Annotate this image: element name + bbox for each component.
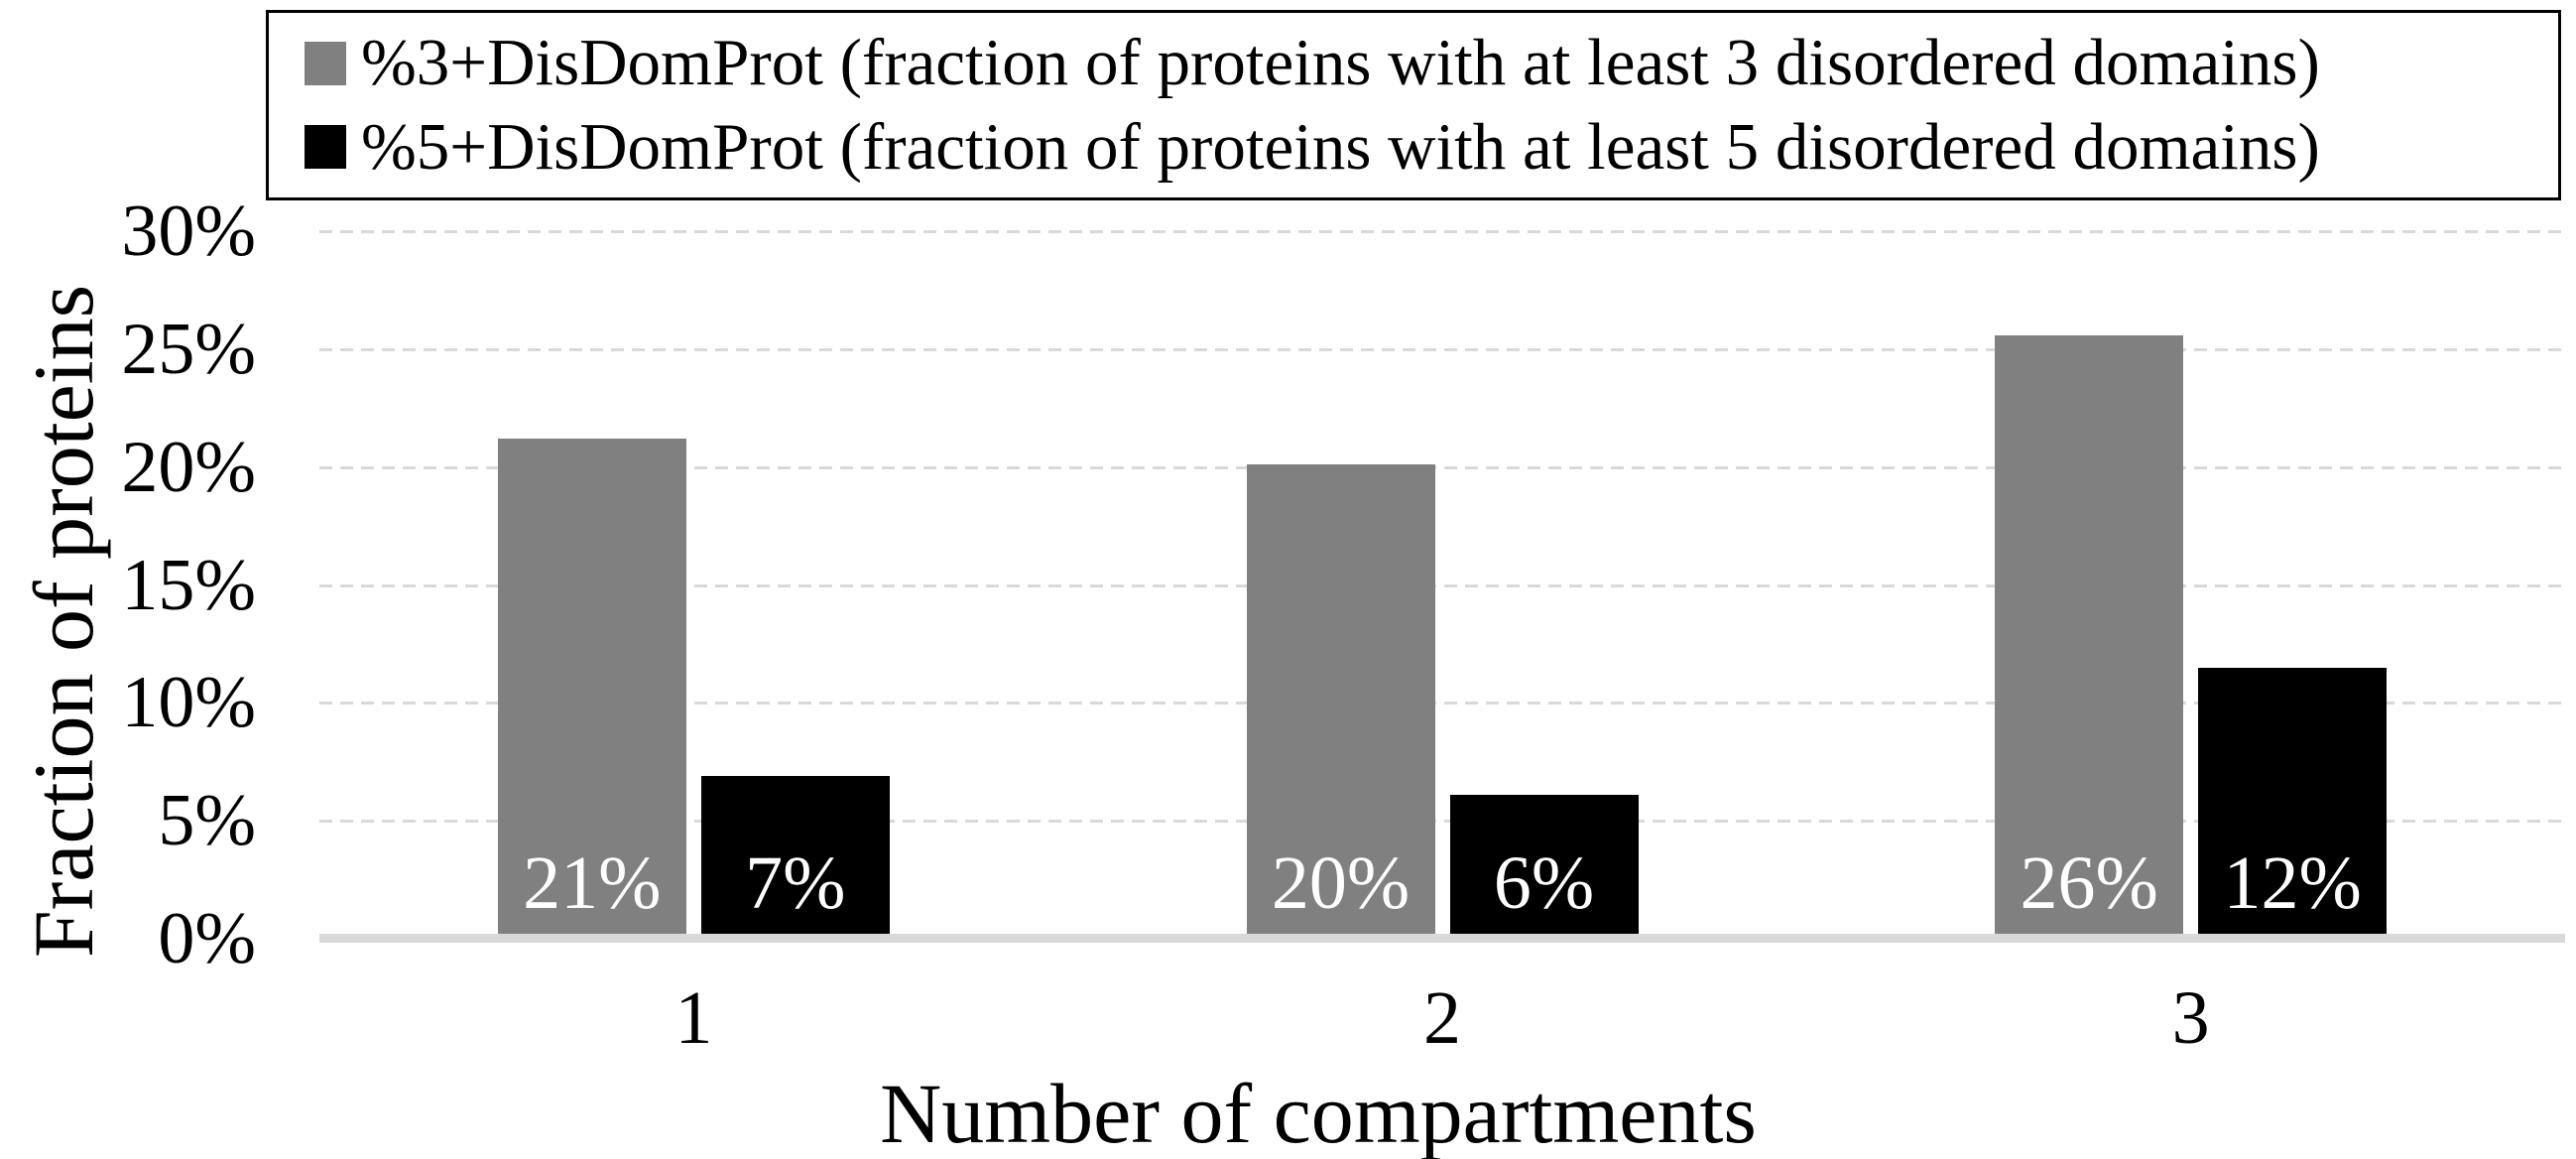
bar-3plus-compartments-2: 20% — [1246, 464, 1435, 939]
legend-label-3plus: %3+DisDomProt (fraction of proteins with… — [361, 26, 2320, 100]
bar-3plus-compartments-3: 26% — [1995, 335, 2184, 939]
legend-item-5plus-disdomprot: %5+DisDomProt (fraction of proteins with… — [305, 109, 2558, 184]
gridline-30 — [319, 230, 2565, 233]
bar-value-label: 12% — [2223, 841, 2362, 925]
bar-5plus-compartments-2: 6% — [1449, 795, 1639, 939]
plot-area: 21% 7% 20% 6% 26% 12% — [319, 230, 2565, 943]
bar-3plus-compartments-1: 21% — [497, 439, 686, 939]
gridline-15 — [319, 584, 2565, 587]
x-tick-label-1: 1 — [675, 976, 713, 1060]
y-tick-label-20pct: 20% — [121, 427, 256, 508]
y-tick-label-5pct: 5% — [158, 780, 256, 861]
legend-swatch-black-icon — [305, 125, 346, 170]
x-tick-label-3: 3 — [2171, 976, 2210, 1060]
y-tick-label-15pct: 15% — [121, 545, 256, 626]
category-group-3: 26% 12% — [1816, 231, 2565, 939]
y-tick-label-30pct: 30% — [121, 191, 256, 272]
y-tick-label-10pct: 10% — [121, 662, 256, 743]
y-axis-tick-labels: 0% 5% 10% 15% 20% 25% 30% — [0, 0, 256, 1159]
gridline-20 — [319, 466, 2565, 469]
bar-5plus-compartments-1: 7% — [700, 776, 890, 939]
bars-region: 21% 7% 20% 6% 26% 12% — [319, 231, 2565, 939]
gridline-25 — [319, 348, 2565, 351]
bar-value-label: 6% — [1493, 841, 1595, 925]
y-tick-label-0pct: 0% — [158, 898, 256, 979]
bar-value-label: 7% — [745, 841, 846, 925]
x-axis-tick-labels: 1 2 3 — [319, 980, 2565, 1056]
y-tick-label-25pct: 25% — [121, 309, 256, 390]
bar-value-label: 26% — [2020, 841, 2158, 925]
legend-label-5plus: %5+DisDomProt (fraction of proteins with… — [361, 109, 2320, 184]
gridline-5 — [319, 820, 2565, 823]
x-tick-label-2: 2 — [1423, 976, 1461, 1060]
x-axis-title: Number of compartments — [880, 1066, 1757, 1159]
x-axis-baseline — [319, 934, 2565, 943]
bar-value-label: 20% — [1271, 841, 1411, 925]
category-group-2: 20% 6% — [1068, 231, 1817, 939]
legend-item-3plus-disdomprot: %3+DisDomProt (fraction of proteins with… — [305, 30, 2558, 96]
category-group-1: 21% 7% — [319, 231, 1068, 939]
gridline-10 — [319, 702, 2565, 705]
bar-5plus-compartments-3: 12% — [2198, 668, 2388, 939]
bar-value-label: 21% — [523, 841, 662, 925]
legend: %3+DisDomProt (fraction of proteins with… — [266, 10, 2561, 200]
legend-swatch-gray-icon — [305, 41, 346, 85]
